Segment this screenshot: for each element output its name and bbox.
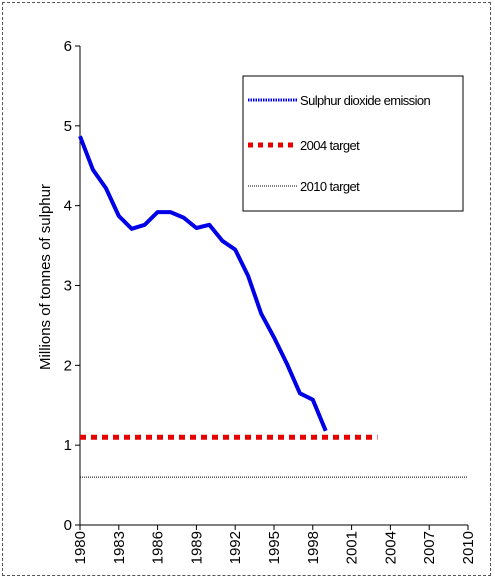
y-tick-label: 4 [64, 198, 72, 215]
series-line-sulphur-dioxide-emission [78, 135, 328, 432]
x-tick-label: 2007 [421, 531, 438, 564]
x-tick-label: 2010 [460, 531, 477, 564]
legend-label-emission: Sulphur dioxide emission [300, 93, 430, 108]
x-tick-label: 1983 [111, 531, 128, 564]
y-tick-label: 5 [64, 118, 72, 135]
y-tick-label: 0 [64, 517, 72, 534]
x-tick-label: 1992 [227, 531, 244, 564]
series-layer [78, 135, 468, 478]
x-tick-label: 1980 [72, 531, 89, 564]
x-tick-label: 2001 [344, 531, 361, 564]
axes: 0 1 2 3 4 5 6 1980 1983 1986 1989 1992 1995 1998 2001 2… [64, 38, 477, 564]
x-tick-label: 1989 [188, 531, 205, 564]
y-tick-label: 2 [64, 357, 72, 374]
x-tick-label: 1995 [266, 531, 283, 564]
x-tick-label: 1986 [150, 531, 167, 564]
x-tick-label: 2004 [382, 531, 399, 564]
legend-label-2010-target: 2010 target [300, 179, 360, 194]
legend-label-2004-target: 2004 target [300, 138, 360, 153]
y-tick-label: 1 [64, 437, 72, 454]
y-tick-label: 3 [64, 278, 72, 295]
y-axis-title: Millions of tonnes of sulphur [37, 184, 54, 370]
x-tick-label: 1998 [305, 531, 322, 564]
legend: Sulphur dioxide emission 2004 target 201… [242, 75, 464, 212]
y-tick-label: 6 [64, 38, 72, 55]
